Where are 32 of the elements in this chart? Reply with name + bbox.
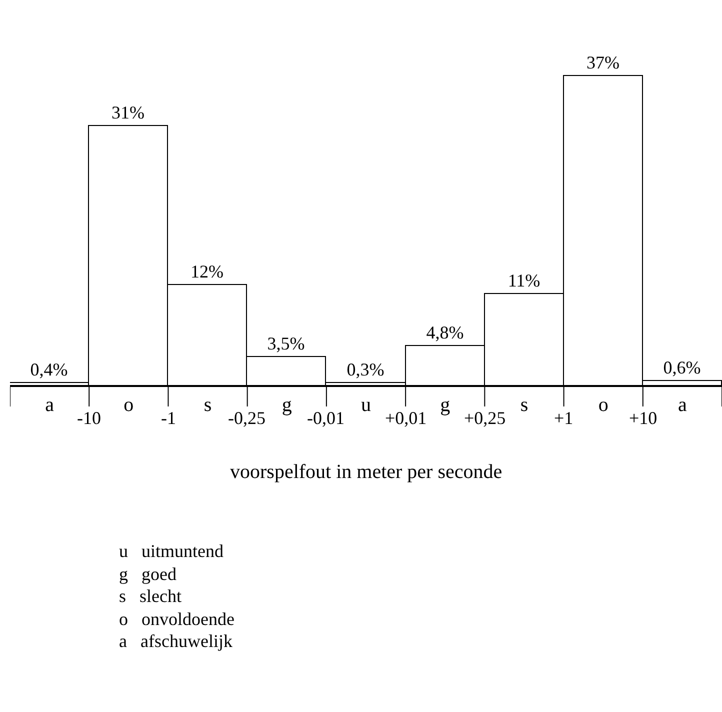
- x-axis-title: voorspelfout in meter per seconde: [230, 461, 502, 483]
- text: -0,25: [228, 408, 266, 428]
- x-tick-label: s: [520, 394, 528, 416]
- x-tick-label: a: [45, 394, 54, 416]
- data-label: 31%: [112, 102, 144, 122]
- data-label: 11%: [508, 270, 540, 290]
- x-tick-label: g: [440, 394, 450, 416]
- text: +0,01: [385, 408, 427, 428]
- data-label: 4,8%: [426, 322, 464, 342]
- data-label: 3,5%: [267, 334, 305, 354]
- text: +1: [554, 408, 574, 428]
- text: o onvoldoende: [119, 609, 234, 629]
- text: +10: [629, 408, 658, 428]
- data-label: 37%: [586, 52, 620, 72]
- x-tick-label: o: [598, 394, 608, 416]
- data-label: 12%: [190, 262, 224, 282]
- x-tick-label: u: [361, 394, 371, 416]
- x-tick-label: o: [124, 394, 134, 416]
- x-tick-label: s: [204, 394, 212, 416]
- text: g goed: [119, 564, 176, 584]
- text: s slecht: [119, 586, 182, 606]
- text: -1: [161, 408, 176, 428]
- data-label: 0,4%: [30, 360, 68, 380]
- data-label: 0,6%: [663, 358, 701, 378]
- text: -0,01: [307, 408, 344, 428]
- text: +0,25: [464, 408, 506, 428]
- text: -10: [77, 408, 101, 428]
- x-tick-label: g: [282, 394, 292, 416]
- x-tick-label: a: [678, 394, 687, 416]
- text: u uitmuntend: [119, 541, 224, 561]
- data-label: 0,3%: [346, 360, 384, 380]
- text: a afschuwelijk: [119, 631, 232, 651]
